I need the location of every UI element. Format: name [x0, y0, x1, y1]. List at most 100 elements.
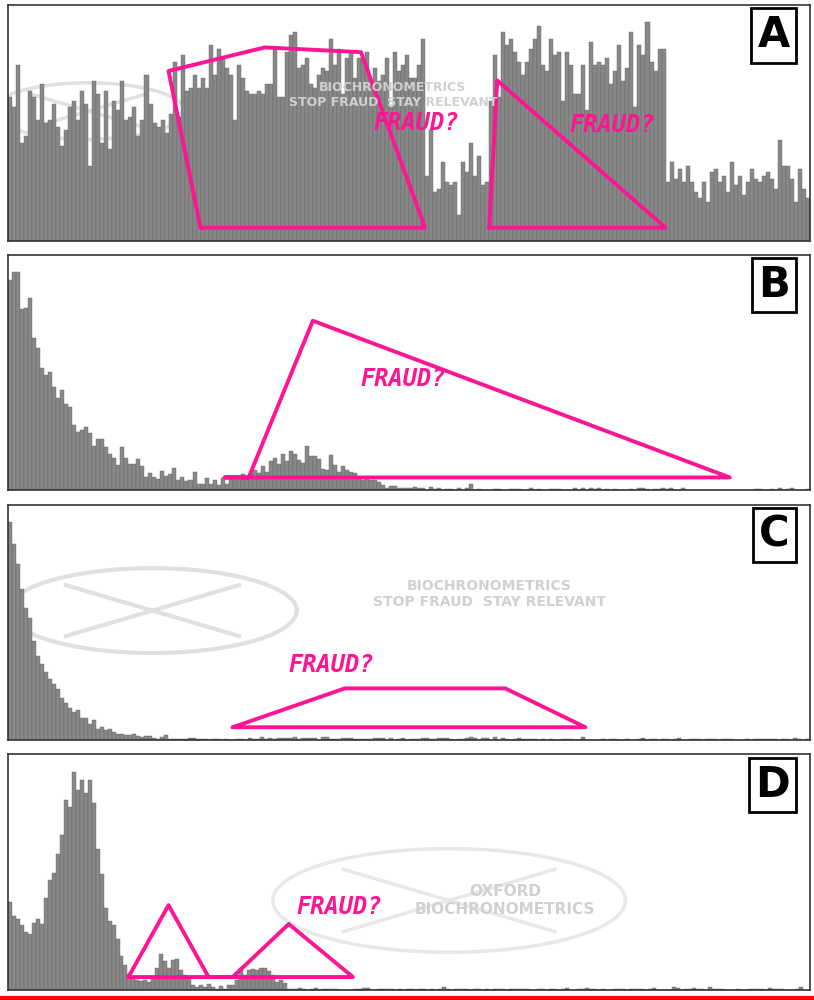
Bar: [742, 195, 746, 241]
Bar: [96, 94, 100, 241]
Bar: [786, 489, 790, 490]
Bar: [112, 101, 116, 241]
Bar: [8, 97, 12, 241]
Bar: [673, 179, 677, 241]
Bar: [44, 375, 48, 490]
Bar: [229, 75, 233, 241]
Bar: [481, 185, 485, 241]
Bar: [382, 989, 386, 990]
Bar: [417, 488, 421, 490]
Bar: [239, 968, 243, 990]
Bar: [227, 985, 231, 990]
Bar: [293, 454, 297, 490]
Bar: [753, 739, 757, 740]
Bar: [193, 75, 197, 241]
Bar: [120, 956, 124, 990]
Bar: [584, 988, 589, 990]
Bar: [445, 489, 449, 490]
Bar: [714, 169, 718, 241]
Bar: [136, 736, 140, 740]
Bar: [537, 489, 541, 490]
Bar: [195, 987, 199, 990]
Bar: [365, 479, 369, 490]
Bar: [758, 489, 762, 490]
Bar: [125, 458, 129, 490]
Bar: [781, 739, 786, 740]
Bar: [260, 737, 265, 740]
Bar: [273, 49, 277, 241]
Bar: [770, 179, 774, 241]
Bar: [385, 58, 389, 241]
Bar: [80, 780, 84, 990]
Bar: [24, 308, 28, 490]
Bar: [593, 489, 597, 490]
Bar: [104, 730, 108, 740]
Bar: [60, 698, 64, 740]
Bar: [221, 58, 225, 241]
Bar: [352, 739, 357, 740]
Bar: [453, 989, 457, 990]
Bar: [84, 718, 88, 740]
Bar: [433, 489, 437, 490]
Bar: [282, 983, 287, 990]
Bar: [633, 107, 637, 241]
Bar: [361, 480, 365, 490]
Bar: [92, 803, 96, 990]
Bar: [797, 739, 801, 740]
Bar: [790, 488, 794, 490]
Bar: [192, 472, 196, 490]
Bar: [292, 737, 296, 740]
Bar: [597, 488, 602, 490]
Bar: [100, 439, 104, 490]
Bar: [774, 189, 777, 241]
Bar: [88, 780, 92, 990]
Bar: [554, 489, 558, 490]
Bar: [100, 727, 104, 740]
Bar: [16, 65, 20, 241]
Bar: [733, 185, 737, 241]
Bar: [168, 474, 173, 490]
Bar: [168, 114, 173, 241]
Bar: [259, 968, 263, 990]
Bar: [465, 738, 469, 740]
Bar: [72, 101, 77, 241]
Bar: [440, 738, 444, 740]
Bar: [229, 479, 233, 490]
Bar: [33, 641, 36, 740]
Bar: [397, 71, 401, 241]
Bar: [661, 739, 665, 740]
Bar: [185, 91, 189, 241]
Bar: [203, 987, 207, 990]
Bar: [729, 162, 733, 241]
Bar: [373, 738, 377, 740]
Bar: [277, 97, 281, 241]
Bar: [56, 127, 60, 241]
Bar: [173, 62, 177, 241]
Bar: [757, 739, 761, 740]
Bar: [685, 166, 689, 241]
Bar: [366, 988, 370, 990]
Bar: [449, 185, 453, 241]
Bar: [44, 123, 48, 241]
Bar: [20, 589, 24, 740]
Bar: [252, 739, 256, 740]
Bar: [401, 488, 405, 490]
Bar: [437, 189, 441, 241]
Bar: [344, 738, 348, 740]
Bar: [609, 739, 613, 740]
Bar: [386, 989, 390, 990]
Bar: [185, 481, 189, 490]
Bar: [401, 65, 405, 241]
Bar: [353, 78, 357, 241]
Bar: [333, 465, 337, 490]
Bar: [177, 117, 181, 241]
Bar: [632, 989, 637, 990]
Bar: [219, 986, 223, 990]
Bar: [405, 488, 409, 490]
Bar: [76, 790, 80, 990]
Bar: [652, 988, 656, 990]
Bar: [313, 456, 317, 490]
Bar: [135, 980, 139, 990]
Bar: [400, 738, 405, 740]
Bar: [140, 737, 144, 740]
